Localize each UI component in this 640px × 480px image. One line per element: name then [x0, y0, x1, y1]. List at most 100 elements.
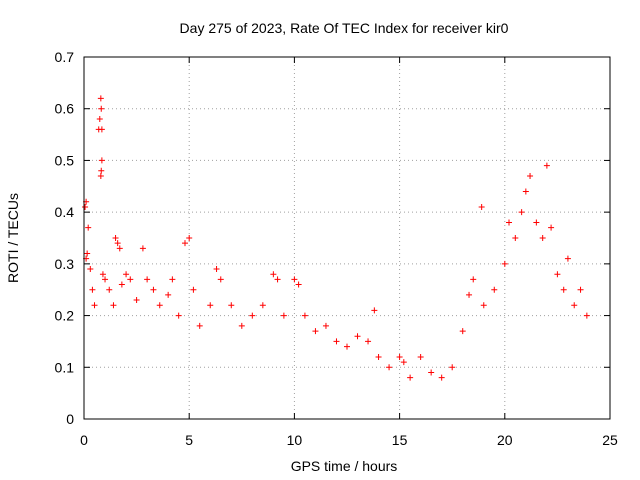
y-tick-label: 0.4: [55, 204, 75, 220]
x-tick-label: 5: [185, 432, 193, 448]
x-tick-label: 10: [287, 432, 303, 448]
data-point: [87, 266, 94, 273]
ticks: [83, 56, 611, 420]
data-point: [96, 116, 103, 123]
data-point: [98, 157, 105, 164]
data-point: [196, 322, 203, 329]
data-point: [478, 203, 485, 210]
data-point: [560, 286, 567, 293]
data-point: [249, 312, 256, 319]
data-point: [371, 307, 378, 314]
data-point: [354, 333, 361, 340]
data-point: [175, 312, 182, 319]
data-point: [82, 203, 89, 210]
data-point: [98, 167, 105, 174]
data-point: [501, 260, 508, 267]
data-point: [165, 291, 172, 298]
data-point: [217, 276, 224, 283]
data-point: [98, 126, 105, 133]
data-point: [84, 250, 91, 257]
data-point: [449, 364, 456, 371]
data-point: [123, 271, 130, 278]
data-point: [344, 343, 350, 350]
plot-frame: [83, 56, 611, 420]
data-point: [133, 297, 140, 304]
data-point: [583, 312, 590, 319]
data-point: [106, 286, 113, 293]
data-point: [89, 286, 96, 293]
data-point: [527, 172, 534, 179]
data-point: [512, 235, 519, 241]
y-tick-label: 0.7: [55, 49, 75, 65]
data-points: [82, 95, 590, 381]
data-point: [127, 276, 134, 283]
data-point: [116, 245, 123, 252]
data-point: [181, 240, 188, 247]
data-point: [480, 302, 487, 309]
data-point: [295, 281, 302, 288]
data-point: [259, 302, 266, 309]
data-point: [291, 276, 298, 283]
x-axis-label: GPS time / hours: [291, 458, 398, 474]
data-point: [97, 95, 104, 102]
data-point: [554, 271, 561, 278]
data-point: [207, 302, 214, 309]
data-point: [539, 235, 546, 241]
y-tick-label: 0.2: [55, 308, 75, 324]
data-point: [238, 322, 245, 329]
y-axis-label: ROTI / TECUs: [5, 193, 21, 283]
data-point: [506, 219, 513, 226]
data-point: [97, 172, 104, 179]
data-point: [139, 245, 146, 252]
data-point: [169, 276, 176, 283]
data-point: [118, 281, 125, 288]
data-point: [365, 338, 372, 345]
x-tick-label: 20: [497, 432, 513, 448]
data-point: [522, 188, 529, 195]
data-point: [491, 286, 498, 293]
data-point: [85, 224, 92, 231]
data-point: [228, 302, 235, 309]
x-tick-label: 15: [392, 432, 408, 448]
y-tick-label: 0.6: [55, 101, 75, 117]
data-point: [312, 328, 319, 335]
data-point: [577, 286, 584, 293]
y-tick-label: 0.1: [55, 359, 75, 375]
data-point: [98, 105, 105, 112]
data-point: [386, 364, 393, 371]
data-point: [280, 312, 287, 319]
data-point: [428, 369, 435, 376]
data-point: [466, 291, 473, 298]
data-point: [91, 302, 98, 309]
data-point: [110, 302, 117, 309]
data-point: [548, 224, 555, 231]
data-point: [114, 240, 121, 247]
data-point: [301, 312, 308, 319]
data-point: [564, 255, 571, 262]
y-tick-label: 0.3: [55, 256, 75, 272]
data-point: [417, 353, 424, 360]
data-point: [322, 322, 329, 329]
data-point: [459, 328, 466, 335]
data-point: [533, 219, 540, 226]
data-point: [400, 359, 407, 366]
data-point: [274, 276, 281, 283]
data-point: [375, 353, 382, 360]
data-point: [333, 338, 340, 345]
data-point: [190, 286, 197, 293]
data-point: [99, 271, 106, 278]
data-point: [518, 209, 525, 216]
data-point: [543, 162, 550, 169]
data-point: [396, 353, 403, 360]
data-point: [213, 266, 220, 273]
data-point: [407, 374, 414, 381]
data-point: [438, 374, 445, 381]
tick-labels: 0 5 10 15 20 25 0 0.1 0.2 0.3 0.4 0.5 0.6 0.7: [55, 49, 618, 448]
data-point: [470, 276, 477, 283]
data-point: [144, 276, 151, 283]
x-tick-label: 25: [602, 432, 618, 448]
chart-title: Day 275 of 2023, Rate Of TEC Index for r…: [180, 20, 509, 36]
data-point: [102, 276, 109, 283]
data-point: [186, 235, 193, 241]
